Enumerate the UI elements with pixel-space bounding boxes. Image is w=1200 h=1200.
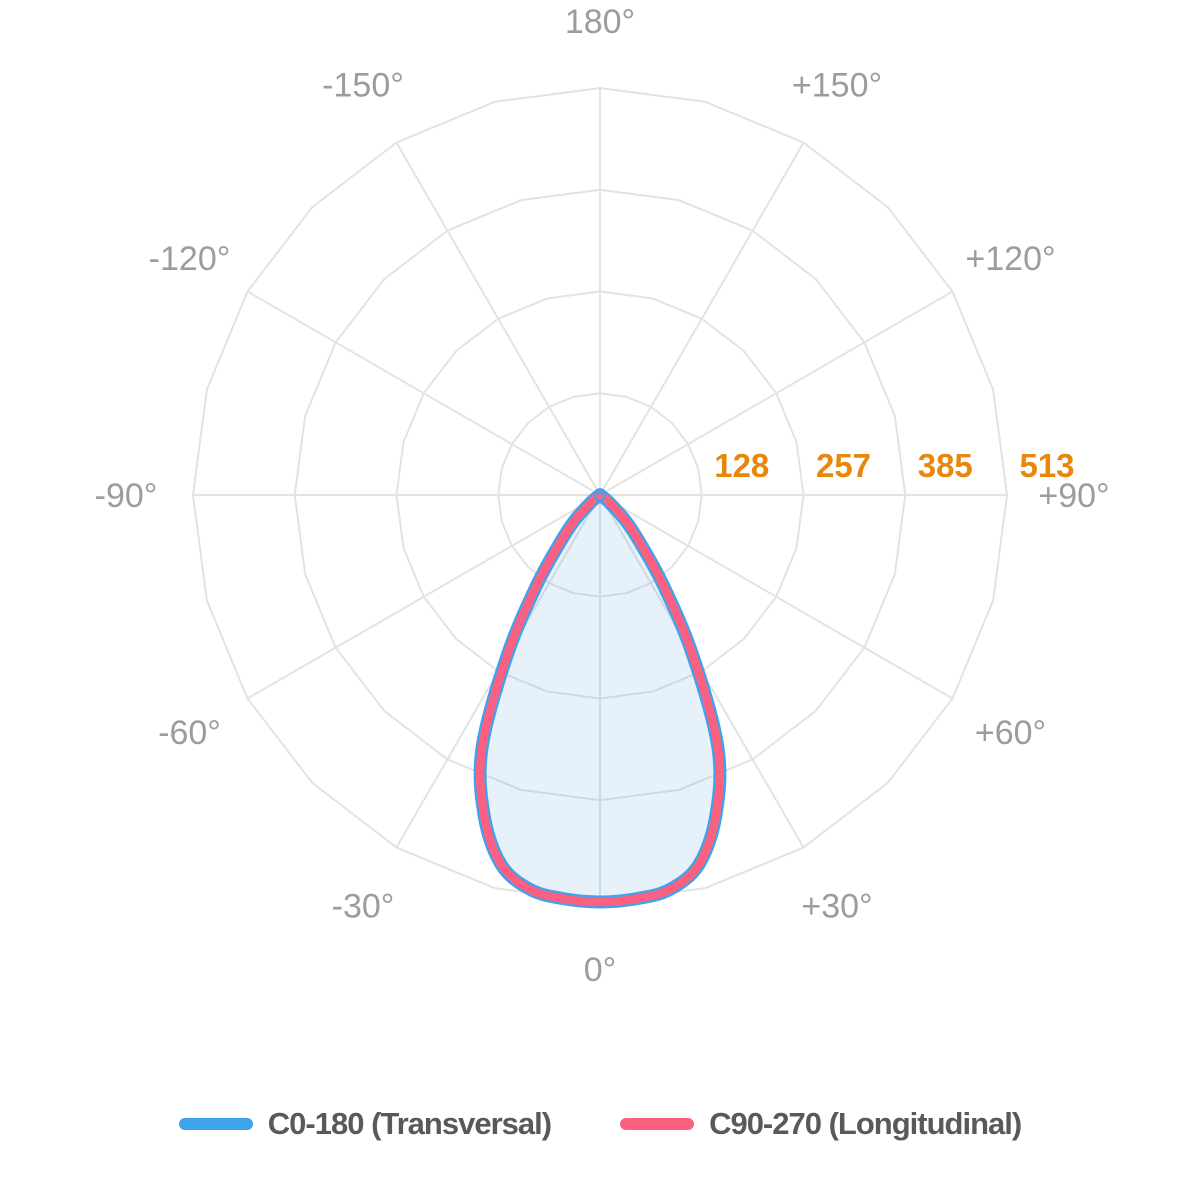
angle-label-180: 180° xyxy=(565,3,635,41)
angle-label-60: +60° xyxy=(975,714,1046,752)
apex-point-inner xyxy=(596,493,604,501)
grid-spoke-240 xyxy=(247,290,601,496)
angle-label--30: -30° xyxy=(332,888,395,926)
angle-label--60: -60° xyxy=(158,714,221,752)
grid-spoke-150 xyxy=(599,142,805,496)
radial-tick-513: 513 xyxy=(1019,447,1074,484)
angle-label-150: +150° xyxy=(792,67,882,105)
curve-c90-270 xyxy=(475,490,725,907)
legend-label-c0-180: C0-180 (Transversal) xyxy=(267,1106,552,1141)
angle-label-0: 0° xyxy=(584,951,617,989)
grid-spoke-300 xyxy=(247,494,601,700)
angle-label-90: +90° xyxy=(1038,477,1109,515)
angle-label--150: -150° xyxy=(322,67,404,105)
legend: C0-180 (Transversal) C90-270 (Longitudin… xyxy=(0,1100,1200,1148)
legend-swatch-c90-270 xyxy=(620,1118,695,1130)
legend-item-c0-180[interactable]: C0-180 (Transversal) xyxy=(178,1106,552,1142)
angle-label-30: +30° xyxy=(801,888,872,926)
grid-spoke-120 xyxy=(599,290,953,496)
grid-spoke-60 xyxy=(599,494,953,700)
series-curves xyxy=(473,488,727,909)
radial-tick-128: 128 xyxy=(714,447,769,484)
angle-label--120: -120° xyxy=(149,240,231,278)
angle-label-120: +120° xyxy=(965,240,1055,278)
beam-fill xyxy=(480,494,720,902)
legend-item-c90-270[interactable]: C90-270 (Longitudinal) xyxy=(620,1106,1022,1142)
grid-spoke-210 xyxy=(395,142,601,496)
radial-tick-385: 385 xyxy=(918,447,973,484)
legend-swatch-c0-180 xyxy=(178,1118,253,1130)
radial-tick-257: 257 xyxy=(816,447,871,484)
legend-label-c90-270: C90-270 (Longitudinal) xyxy=(709,1106,1022,1141)
angle-labels: 0° +30° +60° +90° +120° +150° 180° -150° -120° -9… xyxy=(95,3,1110,989)
angle-label--90: -90° xyxy=(95,477,158,515)
radial-tick-labels: 128 257 385 513 xyxy=(714,447,1074,484)
